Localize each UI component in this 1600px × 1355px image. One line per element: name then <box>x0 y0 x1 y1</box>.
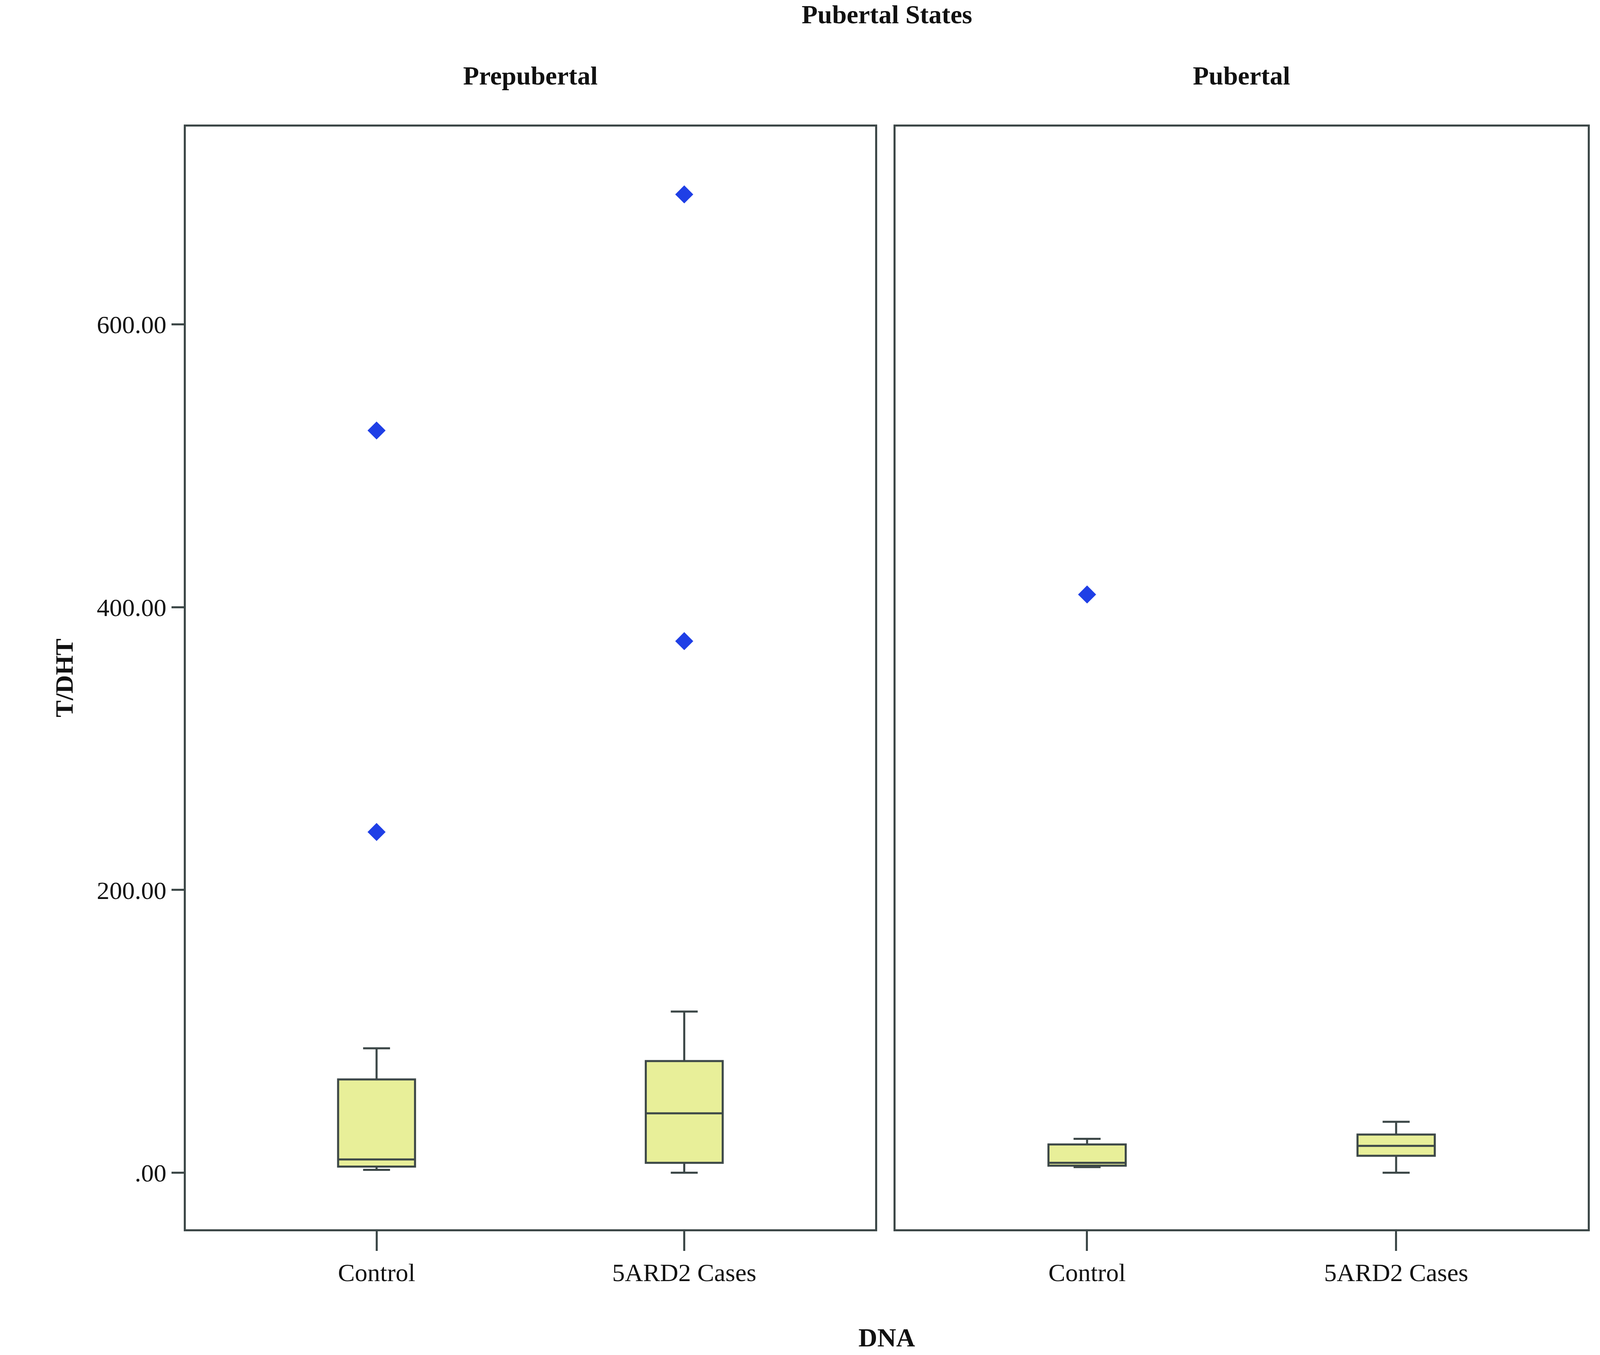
svg-text:200.00: 200.00 <box>96 876 167 905</box>
svg-text:5ARD2 Cases: 5ARD2 Cases <box>612 1259 757 1287</box>
svg-text:Pubertal States: Pubertal States <box>801 0 973 29</box>
svg-text:Control: Control <box>1048 1259 1126 1287</box>
svg-text:5ARD2 Cases: 5ARD2 Cases <box>1323 1259 1469 1287</box>
svg-text:DNA: DNA <box>858 1323 916 1353</box>
svg-text:400.00: 400.00 <box>96 593 167 622</box>
svg-text:Pubertal: Pubertal <box>1192 61 1291 91</box>
svg-text:.00: .00 <box>134 1159 167 1188</box>
svg-text:Control: Control <box>337 1259 415 1287</box>
svg-text:T/DHT: T/DHT <box>50 638 78 718</box>
svg-text:600.00: 600.00 <box>96 310 167 339</box>
svg-text:Prepubertal: Prepubertal <box>463 61 598 91</box>
